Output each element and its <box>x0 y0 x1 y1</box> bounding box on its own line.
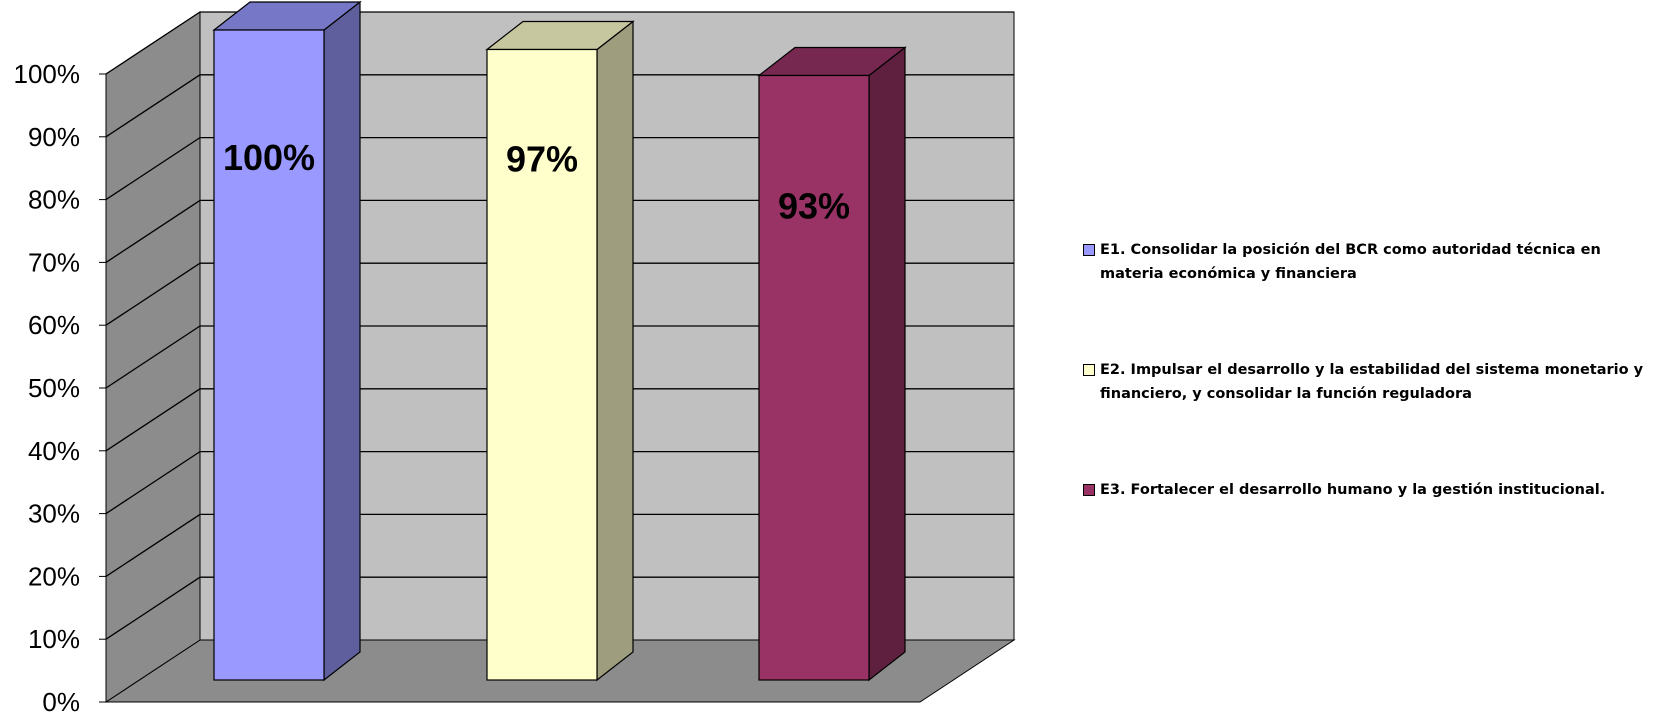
legend-swatch-e1 <box>1083 244 1095 256</box>
gridline <box>105 11 1014 75</box>
legend-label-e1: E1. Consolidar la posición del BCR como … <box>1100 242 1601 282</box>
y-tick-label: 50% <box>28 373 80 403</box>
gridline <box>105 388 1014 452</box>
legend-item-e1: E1. Consolidar la posición del BCR como … <box>1083 238 1668 286</box>
bar-front <box>486 48 598 681</box>
bar-2 <box>485 20 635 682</box>
legend-item-e3: E3. Fortalecer el desarrollo humano y la… <box>1083 478 1668 502</box>
gridline <box>105 513 1014 577</box>
y-tick-label: 0% <box>42 687 80 716</box>
bar-1 <box>212 0 362 682</box>
legend-label-e3: E3. Fortalecer el desarrollo humano y la… <box>1100 482 1606 498</box>
bar-front <box>213 29 325 681</box>
y-tick-label: 20% <box>28 561 80 591</box>
legend-swatch-e2 <box>1083 364 1095 376</box>
y-tick-label: 100% <box>14 59 81 89</box>
y-tick-label: 30% <box>28 499 80 529</box>
y-tick-label: 80% <box>28 185 80 215</box>
data-labels: 100% 97% 93% <box>223 137 850 227</box>
bar-3 <box>757 46 907 682</box>
bar-side <box>323 0 361 682</box>
legend-item-e2: E2. Impulsar el desarrollo y la estabili… <box>1083 358 1668 406</box>
y-axis-ticks: 0% 10% 20% 30% 40% 50% 60% 70% 80% 90% 100% <box>14 59 920 716</box>
y-tick-label: 60% <box>28 310 80 340</box>
bar-front <box>758 74 870 681</box>
gridlines <box>105 11 1014 640</box>
gridline <box>105 450 1014 515</box>
gridline <box>105 262 1014 326</box>
bar-side <box>596 20 634 682</box>
bar-side <box>868 46 906 682</box>
data-label-2: 97% <box>506 139 578 180</box>
data-label-3: 93% <box>778 186 850 227</box>
gridline <box>105 74 1014 138</box>
data-label-1: 100% <box>223 137 315 178</box>
gridline <box>105 325 1014 389</box>
y-tick-label: 10% <box>28 624 80 654</box>
y-tick-label: 90% <box>28 122 80 152</box>
gridline <box>105 136 1014 201</box>
bars <box>212 0 907 682</box>
y-tick-label: 40% <box>28 436 80 466</box>
legend-swatch-e3 <box>1083 484 1095 496</box>
gridline <box>105 576 1014 640</box>
legend: E1. Consolidar la posición del BCR como … <box>1083 238 1668 574</box>
y-tick-label: 70% <box>28 247 80 277</box>
legend-label-e2: E2. Impulsar el desarrollo y la estabili… <box>1100 362 1644 402</box>
gridline <box>105 199 1014 263</box>
